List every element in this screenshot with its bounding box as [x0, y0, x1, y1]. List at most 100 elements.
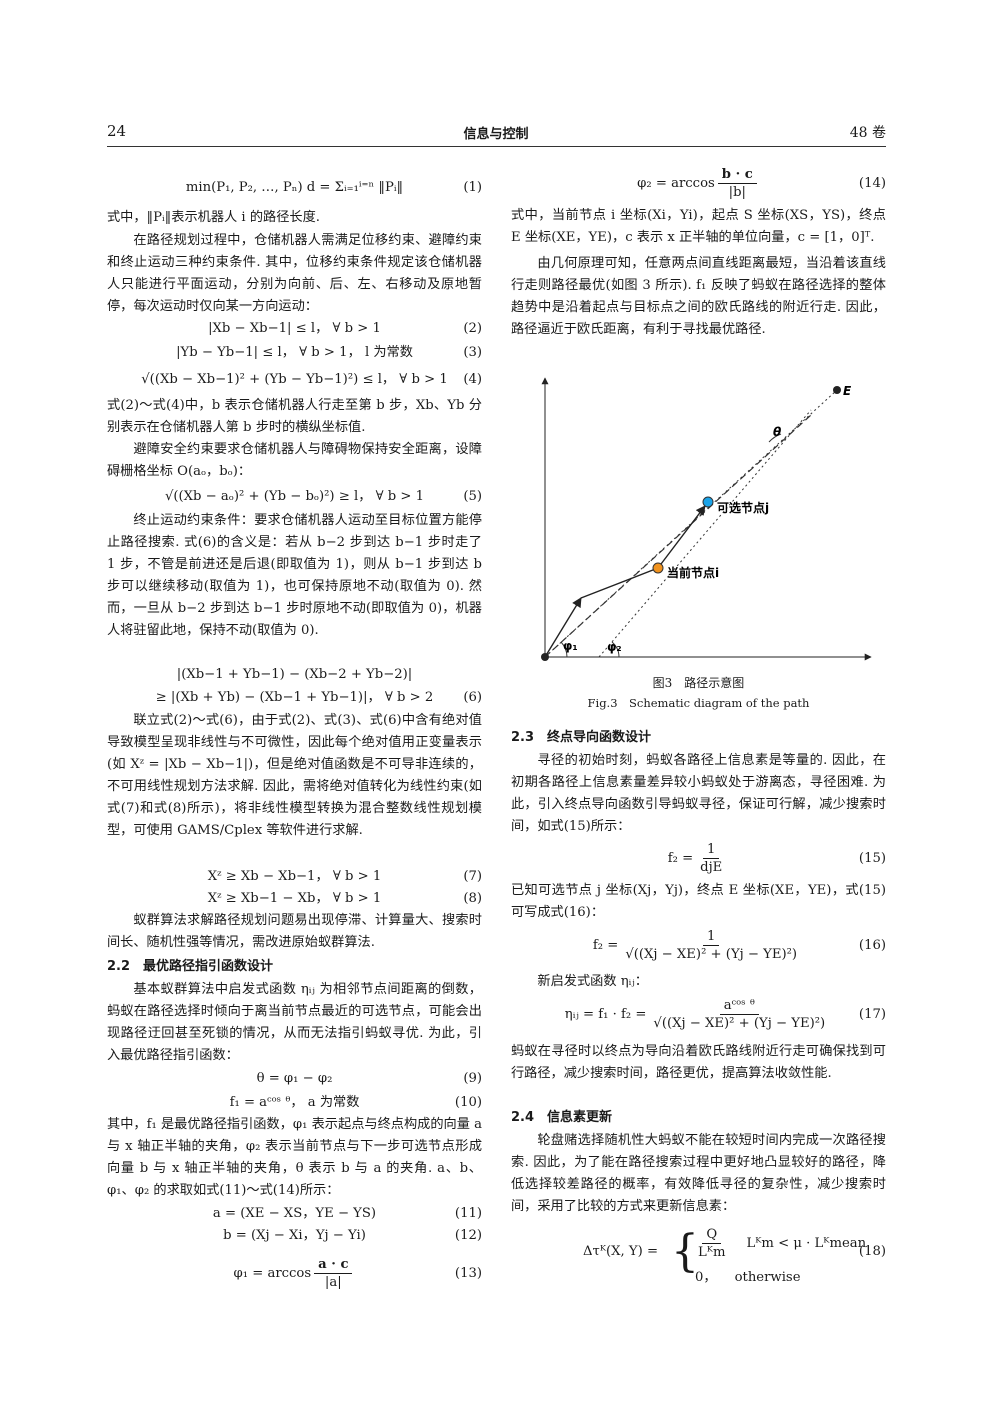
equation-body: Xᶻ ≥ Xb − Xb−1， ∀ b > 1 [207, 869, 382, 884]
equation-number: (8) [463, 891, 482, 906]
equation: ηᵢⱼ = f₁ · f₂ = aᶜᵒˢ ᶿ √((Xj − XE)² + (Yj … [511, 995, 886, 1035]
figure-caption: 图3 路径示意图 [652, 676, 745, 690]
angle-arc [560, 641, 568, 658]
equation-number: (10) [454, 1095, 482, 1110]
equation-number: (7) [463, 869, 482, 884]
case-value: 0， [695, 1270, 717, 1285]
equation: b = (Xj − Xi，Yj − Yi) (12) [107, 1225, 482, 1247]
dashed-line [544, 414, 812, 658]
denominator: √((Xj − XE)² + (Yj − YE)²) [625, 947, 798, 962]
equation: |Xb − Xb−1| ≤ l， ∀ b > 1 (2) [107, 318, 482, 340]
numerator: Q [702, 1226, 722, 1244]
paragraph: 在路径规划过程中，仓储机器人需满足位移约束、避障约束和终止运动三种约束条件. 其… [107, 233, 482, 314]
vector-b-line [598, 409, 812, 658]
equation: f₁ = aᶜᵒˢ ᶿ， a 为常数 (10) [107, 1092, 482, 1114]
label: φ₂ [607, 640, 622, 654]
equation-body: |Yb − Yb−1| ≤ l， ∀ b > 1， l 为常数 [176, 345, 413, 360]
fraction: a · c |a| [314, 1256, 353, 1291]
equation: φ₁ = arccos a · c |a| (13) [107, 1256, 482, 1292]
equation-lhs: φ₁ = arccos [233, 1266, 312, 1281]
equation-number: (17) [858, 1007, 886, 1022]
equation-body: |Xb − Xb−1| ≤ l， ∀ b > 1 [208, 321, 381, 336]
equation-body: √((Xb − Xb−1)² + (Yb − Yb−1)²) ≤ l， ∀ b … [141, 372, 448, 387]
equation-lhs: f₂ = [592, 938, 619, 953]
fraction: 1 √((Xj − XE)² + (Yj − YE)²) [621, 928, 801, 963]
equation-body: √((Xb − aₒ)² + (Yb − bₒ)²) ≥ l， ∀ b > 1 [164, 489, 425, 504]
numerator: 1 [703, 928, 720, 946]
paragraph: 新启发式函数 ηᵢⱼ： [537, 974, 648, 989]
equation: Xᶻ ≥ Xb − Xb−1， ∀ b > 1 (7) [107, 866, 482, 888]
case-row: Q Lᴷm Lᴷm < μ · Lᴷmean [691, 1226, 866, 1261]
label: φ₁ [563, 639, 578, 653]
euclidean-line [544, 389, 838, 658]
paragraph: 蚁群算法求解路径规划问题易出现停滞、计算量大、搜索时间长、随机性强等情况，需改进… [107, 913, 482, 950]
path-segment [657, 505, 706, 569]
equation-body: θ = φ₁ − φ₂ [256, 1071, 333, 1086]
equation-lhs: f₂ = [667, 851, 694, 866]
denominator: Lᴷm [698, 1245, 726, 1260]
fraction: b · c |b| [717, 166, 757, 201]
section-heading: 2.4 信息素更新 [511, 1110, 613, 1125]
paragraph: 轮盘赌选择随机性大蚂蚁不能在较短时间内完成一次路径搜索. 因此，为了能在路径搜索… [511, 1133, 886, 1214]
equation: f₂ = 1 djE (15) [511, 841, 886, 877]
fraction: aᶜᵒˢ ᶿ √((Xj − XE)² + (Yj − YE)²) [649, 997, 829, 1032]
paragraph: 其中，f₁ 是最优路径指引函数，φ₁ 表示起点与终点构成的向量 a 与 x 轴正… [107, 1117, 482, 1198]
case-row: 0， otherwise [695, 1266, 801, 1285]
node-i [652, 562, 664, 574]
equation: min(P₁, P₂, …, Pₙ) d = Σᵢ₌₁ⁱ⁼ⁿ ‖Pᵢ‖ (1) [107, 177, 482, 199]
equation-body: min(P₁, P₂, …, Pₙ) d = Σᵢ₌₁ⁱ⁼ⁿ ‖Pᵢ‖ [185, 180, 404, 195]
equation-lhs: Δτᴷ(X, Y) = [583, 1244, 659, 1259]
paragraph: 已知可选节点 j 坐标(Xj，Yj)，终点 E 坐标(XE，YE)，式(15)可… [511, 883, 886, 920]
paragraph: 式中，当前节点 i 坐标(Xi，Yi)，起点 S 坐标(XS，YS)，终点 E … [511, 208, 886, 245]
equation-number: (4) [463, 372, 482, 387]
section-heading: 2.2 最优路径指引函数设计 [107, 959, 274, 974]
fraction: Q Lᴷm [694, 1226, 729, 1261]
paragraph: 式(2)～式(4)中，b 表示仓储机器人行走至第 b 步，Xb、Yb 分别表示在… [107, 398, 482, 435]
equation-number: (1) [463, 180, 482, 195]
path-segment [580, 567, 659, 599]
equation-body: |(Xb−1 + Yb−1) − (Xb−2 + Yb−2)| [176, 667, 413, 682]
paragraph: 基本蚁群算法中启发式函数 ηᵢⱼ 为相邻节点间距离的倒数，蚂蚁在路径选择时倾向于… [107, 982, 482, 1063]
path-segment [544, 597, 582, 658]
equation: √((Xb − Xb−1)² + (Yb − Yb−1)²) ≤ l， ∀ b … [107, 369, 482, 391]
equation: Xᶻ ≥ Xb−1 − Xb， ∀ b > 1 (8) [107, 888, 482, 910]
page-number: 24 [107, 122, 127, 140]
figure-caption: Fig.3 Schematic diagram of the path [587, 696, 810, 710]
angle-arc [611, 641, 620, 658]
equation-number: (3) [463, 345, 482, 360]
equation-number: (14) [858, 176, 886, 191]
equation-number: (11) [454, 1206, 482, 1221]
denominator: |a| [324, 1275, 342, 1290]
end-node [833, 386, 841, 394]
condition: otherwise [734, 1270, 801, 1285]
paragraph: 避障安全约束要求仓储机器人与障碍物保持安全距离，设障碍栅格坐标 O(aₒ，bₒ)… [107, 442, 482, 479]
equation-body: Xᶻ ≥ Xb−1 − Xb， ∀ b > 1 [207, 891, 382, 906]
start-node [541, 653, 549, 661]
equation-number: (6) [463, 690, 482, 705]
equation-number: (9) [463, 1071, 482, 1086]
label: 可选节点j [717, 500, 769, 515]
paragraph: 式中，‖Pᵢ‖表示机器人 i 的路径长度. [107, 210, 320, 225]
denominator: √((Xj − XE)² + (Yj − YE)²) [653, 1016, 826, 1031]
equation-lhs: ηᵢⱼ = f₁ · f₂ = [564, 1007, 647, 1022]
equation: ≥ |(Xb + Yb) − (Xb−1 + Yb−1)|， ∀ b > 2 (6… [107, 687, 482, 709]
equation-lhs: φ₂ = arccos [637, 176, 715, 191]
equation: a = (XE − XS，YE − YS) (11) [107, 1203, 482, 1225]
equation-number: (12) [454, 1228, 482, 1243]
paragraph: 寻径的初始时刻，蚂蚁各路径上信息素是等量的. 因此，在初期各路径上信息素量差异较… [511, 753, 886, 834]
equation: f₂ = 1 √((Xj − XE)² + (Yj − YE)²) (16) [511, 926, 886, 966]
equation: |Yb − Yb−1| ≤ l， ∀ b > 1， l 为常数 (3) [107, 342, 482, 364]
section-heading: 2.3 终点导向函数设计 [511, 730, 652, 745]
numerator: b · c [717, 166, 757, 184]
paragraph: 蚂蚁在寻径时以终点为导向沿着欧氏路线附近行走可确保找到可行路径，减少搜索时间，路… [511, 1044, 886, 1081]
equation-body: b = (Xj − Xi，Yj − Yi) [223, 1228, 366, 1243]
numerator: a · c [314, 1256, 353, 1274]
equation-number: (5) [463, 489, 482, 504]
denominator: djE [700, 860, 723, 875]
equation: Δτᴷ(X, Y) = { Q Lᴷm Lᴷm < μ · Lᴷmean 0， oth… [511, 1226, 886, 1286]
paragraph: 终止运动约束条件：要求仓储机器人运动至目标位置方能停止路径搜索. 式(6)的含义… [107, 513, 482, 638]
equation-body: f₁ = aᶜᵒˢ ᶿ， a 为常数 [229, 1095, 360, 1110]
equation-number: (18) [858, 1244, 886, 1259]
